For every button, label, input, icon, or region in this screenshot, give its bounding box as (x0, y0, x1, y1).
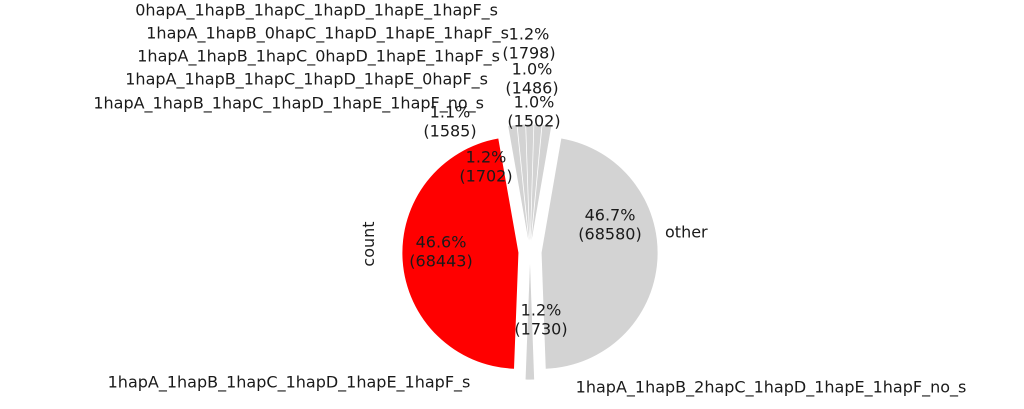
slice-percent-label: 1.2% (466, 148, 507, 167)
slice-count-label: (1486) (505, 79, 558, 98)
slice-count-label: (1702) (459, 167, 512, 186)
pie-slice (530, 124, 542, 241)
slice-name-label: 1hapA_1hapB_1hapC_1hapD_1hapE_0hapF_s (125, 70, 488, 90)
slice-count-label: (1502) (507, 112, 560, 131)
slice-percent-label: 1.0% (514, 93, 555, 112)
slice-count-label: (1585) (423, 122, 476, 141)
pie-slice (531, 125, 552, 241)
slice-name-label: 1hapA_1hapB_1hapC_0hapD_1hapE_1hapF_s (137, 47, 500, 67)
slice-percent-label: 1.1% (430, 103, 471, 122)
pie-slice (402, 138, 519, 369)
slice-percent-label: 46.7% (585, 206, 636, 225)
pie-slice (541, 138, 658, 369)
pie-slice (517, 124, 530, 241)
pie-slice (508, 125, 529, 241)
slice-name-label: other (665, 223, 708, 242)
slice-name-label: 1hapA_1hapB_1hapC_1hapD_1hapE_1hapF_no_s (93, 94, 484, 114)
slice-percent-label: 1.0% (512, 60, 553, 79)
slice-count-label: (68443) (409, 252, 472, 271)
slice-count-label: (1798) (502, 44, 555, 63)
pie-slice (526, 124, 534, 241)
pie-wedges (402, 124, 658, 380)
slice-name-label: 1hapA_1hapB_0hapC_1hapD_1hapE_1hapF_s (146, 24, 509, 44)
slice-count-label: (68580) (578, 225, 641, 244)
y-axis-label: count (359, 221, 378, 266)
slice-name-label: 1hapA_1hapB_2hapC_1hapD_1hapE_1hapF_no_s (576, 378, 967, 398)
slice-percent-label: 46.6% (416, 233, 467, 252)
slice-percent-label: 1.2% (509, 25, 550, 44)
slice-percent-label: 1.2% (521, 301, 562, 320)
pie-labels: 1hapA_1hapB_1hapC_1hapD_1hapE_1hapF_s 46.… (93, 1, 966, 398)
slice-count-label: (1730) (514, 320, 567, 339)
pie-slice (525, 263, 535, 380)
slice-name-label: 1hapA_1hapB_1hapC_1hapD_1hapE_1hapF_s (108, 373, 471, 393)
slice-name-label: 0hapA_1hapB_1hapC_1hapD_1hapE_1hapF_s (135, 1, 498, 21)
